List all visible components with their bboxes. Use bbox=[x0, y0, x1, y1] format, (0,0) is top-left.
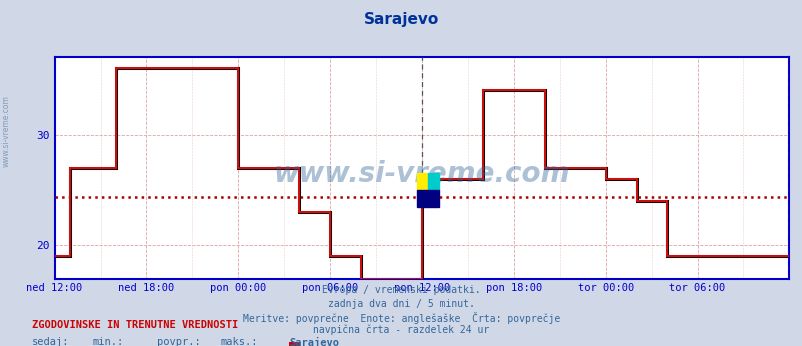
Text: navpična črta - razdelek 24 ur: navpična črta - razdelek 24 ur bbox=[313, 325, 489, 335]
Text: Sarajevo: Sarajevo bbox=[363, 12, 439, 27]
Text: maks.:: maks.: bbox=[221, 337, 258, 346]
Text: min.:: min.: bbox=[92, 337, 124, 346]
Text: ZGODOVINSKE IN TRENUTNE VREDNOSTI: ZGODOVINSKE IN TRENUTNE VREDNOSTI bbox=[32, 320, 238, 330]
Text: www.si-vreme.com: www.si-vreme.com bbox=[2, 95, 11, 167]
Text: sedaj:: sedaj: bbox=[32, 337, 70, 346]
Text: Sarajevo: Sarajevo bbox=[289, 337, 338, 346]
Text: Meritve: povprečne  Enote: anglešaške  Črta: povprečje: Meritve: povprečne Enote: anglešaške Črt… bbox=[242, 312, 560, 324]
Bar bbox=[427, 173, 439, 190]
Bar bbox=[416, 190, 439, 207]
Text: www.si-vreme.com: www.si-vreme.com bbox=[273, 161, 569, 189]
Text: Evropa / vremenski podatki.: Evropa / vremenski podatki. bbox=[322, 285, 480, 295]
Text: zadnja dva dni / 5 minut.: zadnja dva dni / 5 minut. bbox=[328, 299, 474, 309]
Bar bbox=[416, 173, 427, 190]
Text: povpr.:: povpr.: bbox=[156, 337, 200, 346]
